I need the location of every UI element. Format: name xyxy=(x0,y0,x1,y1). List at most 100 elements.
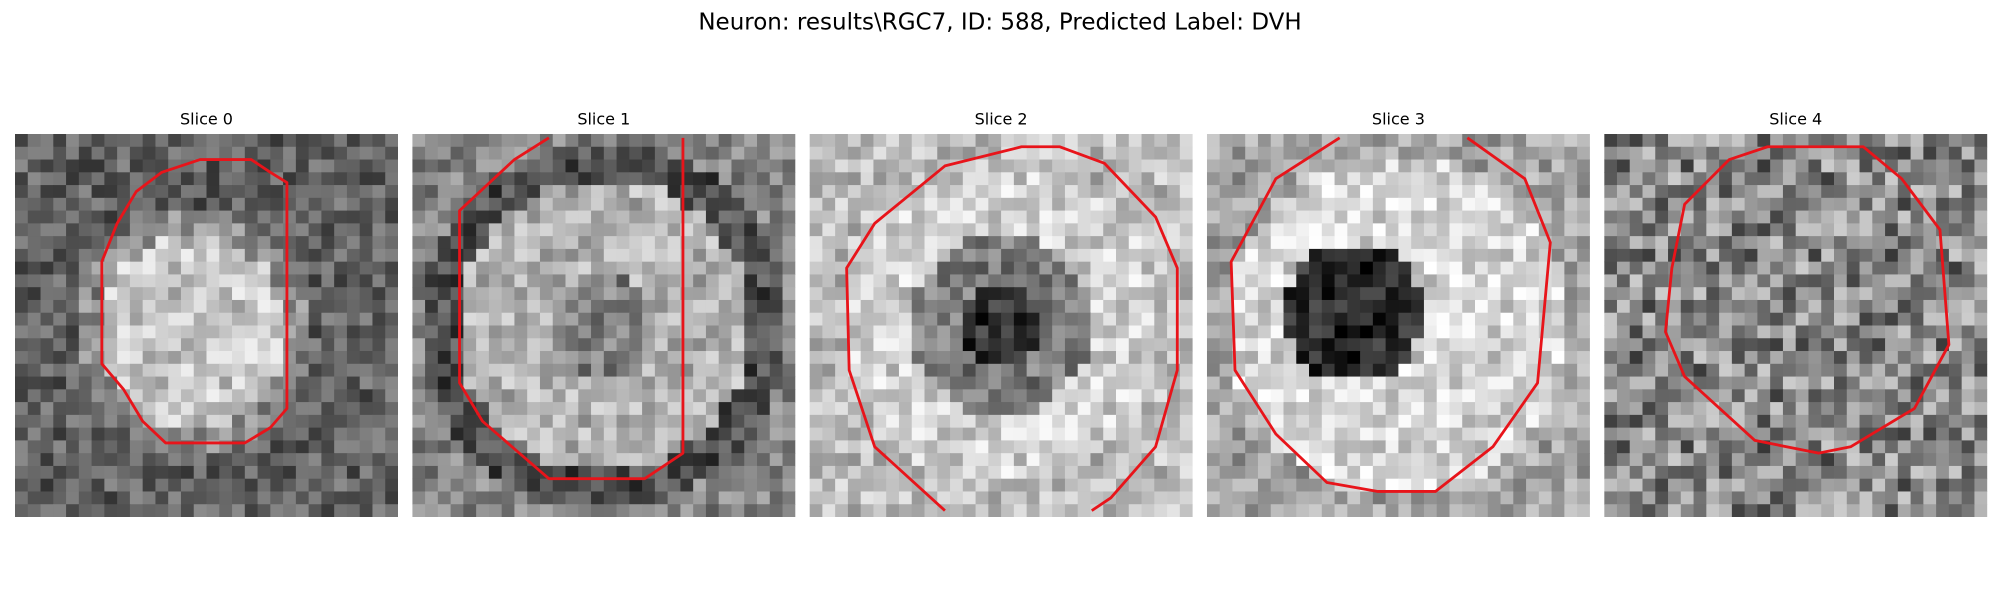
pixel xyxy=(1821,210,1835,224)
pixel xyxy=(40,159,54,173)
pixel xyxy=(1604,325,1618,339)
pixel xyxy=(1655,440,1669,454)
pixel xyxy=(1642,261,1656,275)
pixel xyxy=(1885,491,1899,505)
pixel xyxy=(1859,338,1873,352)
pixel xyxy=(1872,261,1886,275)
pixel xyxy=(1564,299,1578,314)
pixel xyxy=(1398,414,1412,429)
pixel xyxy=(1257,159,1272,173)
pixel xyxy=(565,402,579,416)
pixel xyxy=(244,274,259,288)
pixel xyxy=(1475,236,1489,250)
pixel xyxy=(1513,197,1527,212)
pixel xyxy=(168,478,182,492)
pixel xyxy=(15,159,29,173)
pixel xyxy=(1821,134,1835,148)
pixel xyxy=(603,172,618,186)
pixel xyxy=(962,223,977,237)
pixel xyxy=(425,478,439,492)
pixel xyxy=(104,312,118,327)
pixel xyxy=(1103,134,1117,148)
pixel xyxy=(1513,363,1527,378)
pixel xyxy=(501,453,515,467)
pixel xyxy=(1680,261,1695,275)
pixel xyxy=(642,338,656,352)
pixel xyxy=(1616,453,1631,467)
pixel xyxy=(53,134,67,148)
pixel xyxy=(924,248,938,263)
pixel xyxy=(193,351,208,365)
pixel xyxy=(539,414,554,429)
pixel xyxy=(1487,299,1502,314)
pixel xyxy=(835,351,849,365)
pixel xyxy=(1680,146,1695,161)
pixel xyxy=(1564,376,1578,390)
pixel xyxy=(1423,478,1438,492)
pixel xyxy=(270,197,284,212)
pixel xyxy=(1141,261,1155,275)
pixel xyxy=(117,159,131,173)
pixel xyxy=(962,299,977,314)
pixel xyxy=(1411,491,1425,505)
pixel xyxy=(142,210,156,224)
pixel xyxy=(718,299,732,314)
pixel xyxy=(1206,223,1221,237)
pixel xyxy=(40,299,54,314)
pixel xyxy=(1564,172,1578,186)
pixel xyxy=(1283,236,1297,250)
pixel xyxy=(1449,261,1463,275)
pixel xyxy=(744,287,758,301)
pixel xyxy=(539,325,554,339)
pixel xyxy=(667,414,681,429)
pixel xyxy=(1001,261,1015,275)
pixel xyxy=(219,287,233,301)
pixel xyxy=(1334,248,1348,263)
pixel xyxy=(835,363,849,378)
pixel xyxy=(1936,491,1950,505)
pixel xyxy=(937,261,951,275)
pixel xyxy=(822,197,836,212)
pixel xyxy=(1257,504,1272,517)
pixel xyxy=(1604,402,1618,416)
pixel xyxy=(359,210,373,224)
pixel xyxy=(847,261,862,275)
pixel xyxy=(1411,363,1425,378)
pixel xyxy=(1398,338,1412,352)
pixel xyxy=(1577,261,1590,275)
pixel xyxy=(527,312,541,327)
pixel xyxy=(1090,312,1104,327)
pixel xyxy=(1039,299,1053,314)
pixel xyxy=(1731,351,1746,365)
pixel xyxy=(1064,210,1079,224)
pixel xyxy=(1668,504,1682,517)
pixel xyxy=(988,172,1002,186)
pixel xyxy=(988,491,1002,505)
pixel xyxy=(232,248,246,263)
pixel xyxy=(1564,261,1578,275)
pixel xyxy=(1116,414,1130,429)
pixel xyxy=(117,427,131,441)
pixel xyxy=(334,325,348,339)
pixel xyxy=(1782,134,1797,148)
pixel xyxy=(873,261,887,275)
pixel xyxy=(1411,325,1425,339)
pixel xyxy=(1039,363,1053,378)
pixel xyxy=(924,453,938,467)
pixel xyxy=(1039,465,1053,480)
pixel xyxy=(1808,427,1822,441)
pixel xyxy=(1103,146,1117,161)
pixel xyxy=(1974,236,1988,250)
pixel xyxy=(1077,376,1091,390)
pixel xyxy=(1577,299,1590,314)
pixel xyxy=(501,146,515,161)
pixel xyxy=(1897,376,1912,390)
pixel xyxy=(1668,414,1682,429)
pixel xyxy=(450,274,464,288)
pixel xyxy=(129,363,144,378)
pixel xyxy=(898,146,913,161)
pixel xyxy=(782,197,796,212)
pixel xyxy=(1309,261,1323,275)
pixel xyxy=(1219,465,1233,480)
pixel xyxy=(1372,491,1387,505)
